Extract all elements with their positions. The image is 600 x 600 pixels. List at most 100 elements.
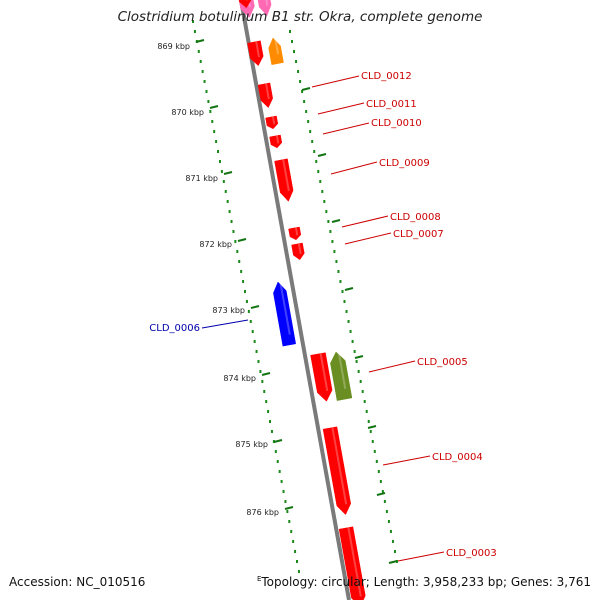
gene-cld-0009-highlight — [282, 159, 290, 192]
gene-label-cld-0012[interactable]: CLD_0012 — [361, 71, 412, 82]
ruler-dot — [234, 240, 237, 243]
gene-cld-0009[interactable] — [274, 158, 294, 202]
gene-cld-0012[interactable] — [257, 82, 273, 109]
ruler-dot — [286, 510, 289, 513]
gene-label-cld-0007[interactable]: CLD_0007 — [393, 229, 444, 240]
ruler-dot — [299, 80, 302, 83]
ruler-dot — [278, 470, 281, 473]
ruler-dot — [282, 490, 285, 493]
ruler-dot — [263, 390, 266, 393]
ruler-dot — [197, 50, 200, 53]
gene-cld-0006[interactable] — [273, 281, 296, 347]
ruler-dot — [238, 260, 241, 263]
gene-label-cld-0008[interactable]: CLD_0008 — [390, 212, 441, 223]
gene-label-leaders — [201, 75, 445, 562]
gene-label-cld-0004[interactable]: CLD_0004 — [432, 452, 483, 463]
ruler-dot — [199, 60, 202, 63]
gene-label-cld-0009[interactable]: CLD_0009 — [379, 158, 430, 169]
leader-cld-0009 — [330, 161, 378, 175]
leader-cld-0007 — [344, 232, 392, 245]
ruler-dot — [315, 160, 318, 163]
gene-orange[interactable] — [268, 37, 284, 65]
gene-label-cld-0003[interactable]: CLD_0003 — [446, 548, 497, 559]
ruler-tick — [301, 87, 311, 91]
gene-cld-0010[interactable] — [269, 134, 283, 149]
ruler-dot — [274, 450, 277, 453]
ruler-dot — [383, 500, 386, 503]
ruler-dot — [297, 570, 300, 573]
ruler-dot — [193, 30, 196, 33]
ruler-dot — [261, 380, 264, 383]
leader-cld-0004 — [382, 455, 431, 466]
ruler-dot — [294, 550, 297, 553]
ruler-dot — [311, 140, 314, 143]
ruler-dot — [335, 260, 338, 263]
ruler-tick — [209, 105, 219, 109]
leader-cld-0003 — [397, 551, 445, 562]
ruler-dot — [232, 230, 235, 233]
gene-pink-top2-highlight — [265, 0, 269, 6]
ruler-dot — [290, 530, 293, 533]
ruler-dot — [255, 350, 258, 353]
ruler-dot — [351, 340, 354, 343]
gene-pink-top2[interactable] — [256, 0, 272, 17]
ruler-dot — [329, 230, 332, 233]
gene-cld-0004[interactable] — [322, 426, 351, 516]
ruler-dot — [245, 300, 248, 303]
ruler-dot — [307, 120, 310, 123]
ruler-dot — [201, 70, 204, 73]
ruler-dot — [333, 250, 336, 253]
leader-cld-0012 — [311, 75, 360, 88]
ruler-dot — [249, 320, 252, 323]
ruler-dot — [381, 490, 384, 493]
ruler-label-870: 870 kbp — [171, 108, 204, 117]
gene-red-top[interactable] — [237, 0, 252, 9]
gene-labels: CLD_0012 CLD_0011 CLD_0010 CLD_0009 CLD_… — [149, 71, 496, 559]
ruler-tick — [261, 372, 271, 376]
ruler-tick — [273, 439, 283, 443]
gene-cld-0003[interactable] — [338, 526, 366, 600]
ruler-dot — [301, 90, 304, 93]
gene-cld-0005-highlight — [319, 353, 329, 392]
gene-cld-0008[interactable] — [288, 226, 302, 241]
ruler-dot — [224, 190, 227, 193]
ruler-dot — [288, 520, 291, 523]
ruler-dot — [297, 70, 300, 73]
ruler-tick — [367, 425, 377, 429]
ruler-dot — [343, 300, 346, 303]
ruler-label-871: 871 kbp — [185, 174, 218, 183]
leader-cld-0006 — [201, 319, 249, 329]
gene-label-cld-0005[interactable]: CLD_0005 — [417, 357, 468, 368]
ruler-dot — [371, 440, 374, 443]
gene-cld-0011-highlight — [271, 116, 276, 125]
gene-cld-0005[interactable] — [310, 352, 333, 402]
gene-label-cld-0010[interactable]: CLD_0010 — [371, 118, 422, 129]
ruler-dot — [265, 400, 268, 403]
ruler-label-876: 876 kbp — [246, 508, 279, 517]
gene-cld-0011[interactable] — [265, 115, 279, 130]
gene-label-cld-0011[interactable]: CLD_0011 — [366, 99, 417, 110]
ruler-dot — [349, 330, 352, 333]
gene-cld-0005b[interactable] — [330, 351, 353, 401]
ruler-dot — [220, 170, 223, 173]
ruler-dot — [345, 310, 348, 313]
ruler-dot — [347, 320, 350, 323]
ruler-dot — [359, 380, 362, 383]
gene-cld-0013[interactable] — [247, 40, 264, 67]
gene-cld-0007[interactable] — [291, 242, 305, 261]
ruler-tick — [354, 355, 364, 359]
outer-ruler-dots — [289, 30, 398, 563]
gene-pink-top-highlight — [247, 0, 251, 8]
gene-label-cld-0006[interactable]: CLD_0006 — [149, 323, 200, 334]
ruler-dot — [207, 100, 210, 103]
ruler-label-874: 874 kbp — [223, 374, 256, 383]
ruler-dot — [373, 450, 376, 453]
ruler-tick — [237, 238, 247, 242]
ruler-dot — [205, 90, 208, 93]
ruler-dot — [192, 20, 194, 23]
genome-title: Clostridium botulinum B1 str. Okra, comp… — [117, 9, 483, 25]
ruler-dot — [317, 170, 320, 173]
genome-backbone — [239, 0, 351, 600]
ruler-tick — [250, 305, 260, 309]
